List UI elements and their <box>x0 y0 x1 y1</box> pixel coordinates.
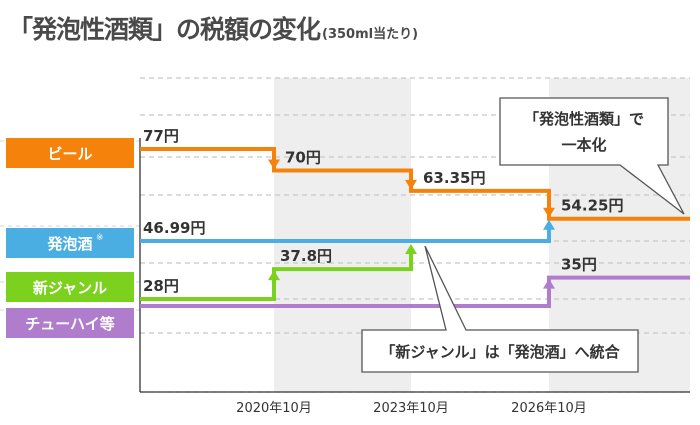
category-box-happoshu <box>6 228 134 258</box>
shin-genre-value-label: 37.8円 <box>280 247 332 265</box>
category-note-mark: ※ <box>96 233 104 243</box>
x-tick-label: 2020年10月 <box>236 401 312 416</box>
callout-merge-text: 「新ジャンル」は「発泡酒」へ統合 <box>380 343 620 361</box>
beer-value-label: 77円 <box>143 127 179 145</box>
chuhai-line <box>140 275 690 308</box>
callout-unify-line: 一本化 <box>561 136 606 154</box>
category-label: ビール <box>47 145 92 163</box>
shin-genre-arrow <box>268 270 280 281</box>
chart-title: 「発泡性酒類」の税額の変化 (350ml当たり) <box>8 10 418 46</box>
x-tick-label: 2023年10月 <box>373 401 449 416</box>
shin-genre-arrow <box>405 244 417 254</box>
callout-merge-bubble <box>361 245 639 373</box>
category-box-chuhai <box>6 308 134 338</box>
shin-genre-value-label: 28円 <box>143 277 179 295</box>
beer-value-label: 70円 <box>285 148 321 166</box>
category-label: 発泡酒 <box>46 235 92 253</box>
happoshu-line <box>140 226 551 243</box>
happoshu-arrow <box>543 219 555 230</box>
beer-arrow <box>405 179 417 190</box>
chart-title-main: 「発泡性酒類」の税額の変化 <box>8 15 321 44</box>
beer-value-label: 54.25円 <box>561 197 623 215</box>
chart-subtitle: (350ml当たり) <box>322 27 419 42</box>
chuhai-arrow <box>543 278 555 289</box>
x-tick-label: 2026年10月 <box>511 401 587 416</box>
beer-value-label: 63.35円 <box>423 169 485 187</box>
category-label: 新ジャンル <box>33 279 107 297</box>
chuhai-value-label: 35円 <box>561 256 597 274</box>
category-box-beer <box>6 138 134 168</box>
beer-arrow <box>268 159 280 170</box>
happoshu-value-label: 46.99円 <box>143 219 205 237</box>
shin-genre-line <box>140 249 413 301</box>
callout-unify-line: 「発泡性酒類」で <box>524 110 644 128</box>
beer-arrow <box>543 207 555 218</box>
category-box-shin-genre <box>6 272 134 302</box>
category-label: チューハイ等 <box>25 315 114 333</box>
callout-unify-bubble <box>499 97 685 215</box>
